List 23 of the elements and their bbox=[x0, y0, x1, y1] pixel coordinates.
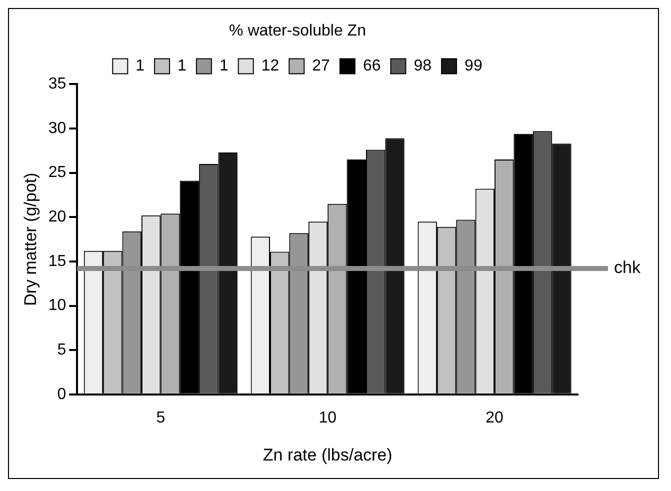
legend-label: 27 bbox=[312, 58, 330, 75]
x-tick-label: 5 bbox=[156, 409, 166, 426]
legend-label: 99 bbox=[464, 58, 482, 75]
legend-label: 1 bbox=[136, 58, 145, 75]
legend-label: 12 bbox=[261, 58, 280, 75]
y-tick-label: 0 bbox=[57, 386, 66, 403]
y-tick-label: 15 bbox=[48, 252, 66, 270]
legend-label: 98 bbox=[414, 58, 432, 75]
legend-label: 66 bbox=[362, 58, 381, 75]
legend-label: 1 bbox=[178, 58, 187, 75]
y-tick-label: 20 bbox=[48, 208, 66, 226]
x-tick-label: 10 bbox=[318, 409, 337, 426]
y-tick-label: 10 bbox=[48, 297, 66, 314]
legend-label: 1 bbox=[219, 58, 228, 75]
legend-title: % water-soluble Zn bbox=[229, 22, 366, 40]
y-tick-label: 35 bbox=[48, 76, 66, 93]
y-axis-title: Dry matter (g/pot) bbox=[20, 172, 40, 306]
ref-line-label: chk bbox=[614, 258, 641, 278]
y-tick-label: 5 bbox=[57, 341, 66, 358]
y-tick-label: 30 bbox=[48, 120, 66, 137]
x-axis-title: Zn rate (lbs/acre) bbox=[262, 445, 392, 464]
y-tick-label: 25 bbox=[48, 164, 66, 182]
x-tick-label: 20 bbox=[486, 409, 504, 426]
